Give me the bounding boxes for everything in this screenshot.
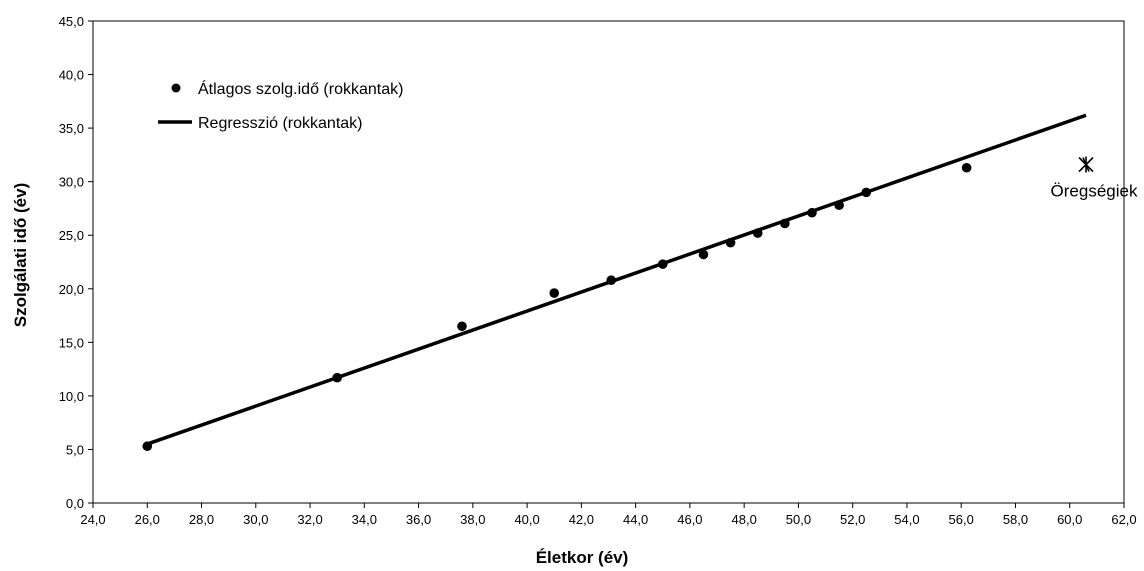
plot-frame: [92, 20, 1125, 504]
x-tick-label: 50,0: [786, 512, 811, 527]
data-point: [752, 228, 763, 238]
legend-label-scatter: Átlagos szolg.idő (rokkantak): [198, 79, 403, 98]
x-tick-label: 36,0: [406, 512, 431, 527]
data-point: [807, 207, 817, 218]
x-tick-label: 30,0: [243, 512, 268, 527]
axes: [88, 20, 1125, 508]
x-tick-label: 58,0: [1003, 512, 1028, 527]
regression-line: [146, 113, 1087, 446]
x-tick-label: 56,0: [949, 512, 974, 527]
data-point: [549, 288, 560, 298]
annotation-label: Öregségiek: [1051, 182, 1138, 201]
x-tick-label: 52,0: [840, 512, 865, 527]
data-point: [861, 187, 872, 198]
data-point: [698, 249, 709, 260]
x-tick-label: 24,0: [80, 512, 105, 527]
y-tick-label: 40,0: [59, 68, 84, 83]
x-tick-label: 28,0: [189, 512, 214, 527]
y-tick-label: 5,0: [66, 442, 84, 457]
y-tick-label: 15,0: [59, 335, 84, 350]
data-point: [457, 321, 467, 332]
x-tick-label: 54,0: [894, 512, 919, 527]
data-point: [834, 200, 844, 211]
y-axis-title: Szolgálati idő (év): [11, 183, 30, 328]
x-tick-label: 32,0: [297, 512, 322, 527]
x-tick-label: 62,0: [1111, 512, 1136, 527]
y-tick-label: 10,0: [59, 389, 84, 404]
x-tick-label: 34,0: [352, 512, 377, 527]
x-axis-title: Életkor (év): [536, 548, 629, 567]
y-tick-label: 30,0: [59, 175, 84, 190]
legend: Átlagos szolg.idő (rokkantak) Regresszió…: [158, 79, 403, 132]
plot-area: [142, 113, 1094, 452]
data-point: [725, 237, 736, 248]
x-tick-label: 46,0: [677, 512, 702, 527]
data-point: [780, 218, 790, 229]
data-point: [332, 372, 342, 383]
data-point: [142, 441, 153, 452]
x-tick-label: 44,0: [623, 512, 648, 527]
data-point: [606, 275, 617, 286]
x-tick-label: 38,0: [460, 512, 485, 527]
x-tick-label: 26,0: [135, 512, 160, 527]
x-tick-label: 40,0: [514, 512, 539, 527]
legend-label-line: Regresszió (rokkantak): [198, 115, 363, 132]
x-tick-label: 60,0: [1057, 512, 1082, 527]
data-point: [961, 162, 972, 173]
legend-marker-scatter: [171, 83, 181, 93]
x-tick-labels: 24,0 26,0 28,0 30,0 32,0 34,0 36,0 38,0 40,0 42,0…: [80, 512, 1136, 527]
annotation-marker: [1078, 156, 1094, 173]
x-tick-label: 48,0: [732, 512, 757, 527]
y-tick-label: 35,0: [59, 121, 84, 136]
y-tick-label: 20,0: [59, 282, 84, 297]
y-tick-labels: 0,0 5,0 10,0 15,0 20,0 25,0 30,0 35,0 40,0 45,0: [59, 14, 84, 511]
y-tick-label: 45,0: [59, 14, 84, 29]
y-tick-label: 0,0: [66, 496, 84, 511]
y-tick-label: 25,0: [59, 228, 84, 243]
data-point: [657, 259, 668, 269]
x-tick-label: 42,0: [569, 512, 594, 527]
